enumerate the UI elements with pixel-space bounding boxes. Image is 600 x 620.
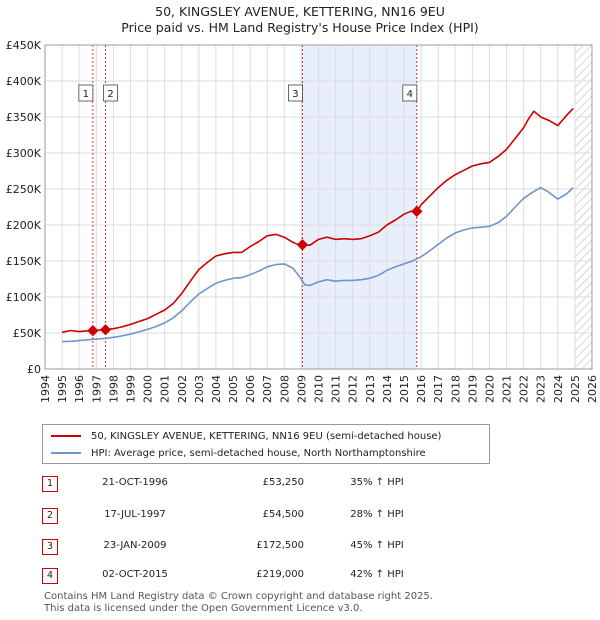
transaction-hpi: 28% ↑ HPI — [350, 509, 404, 520]
sale-label-box — [103, 84, 118, 102]
sale-label-box — [78, 84, 94, 102]
transaction-date: 02-OCT-2015 — [102, 569, 168, 580]
property-price-line — [61, 107, 574, 334]
x-tick-label: 1999 — [124, 375, 137, 403]
x-tick-label: 1994 — [39, 375, 52, 403]
x-tick-label: 2009 — [295, 375, 308, 403]
legend-label-hpi: HPI: Average price, semi-detached house,… — [91, 447, 426, 459]
x-tick-label: 1998 — [107, 375, 120, 403]
x-tick-label: 2016 — [415, 375, 428, 403]
x-tick-label: 2004 — [210, 375, 223, 403]
plot-frame — [44, 44, 593, 370]
x-tick-label: 2015 — [398, 375, 411, 403]
sale-point — [87, 325, 99, 337]
sale-label: 2 — [107, 89, 113, 100]
legend-swatch-hpi — [51, 452, 81, 454]
x-tick-label: 2008 — [278, 375, 291, 403]
transaction-date: 17-JUL-1997 — [104, 509, 166, 520]
x-tick-label: 2022 — [518, 375, 531, 403]
x-tick-label: 2011 — [330, 375, 343, 403]
transaction-badge: 1 — [42, 476, 58, 492]
transaction-price: £53,250 — [262, 477, 304, 488]
legend-label-property: 50, KINGSLEY AVENUE, KETTERING, NN16 9EU… — [91, 430, 442, 442]
legend-swatch-property — [51, 435, 81, 437]
x-tick-label: 2003 — [193, 375, 206, 403]
transaction-hpi: 35% ↑ HPI — [350, 477, 404, 488]
y-tick-label: £50K — [13, 327, 42, 340]
sale-label-box — [288, 84, 303, 102]
x-tick-label: 2017 — [432, 375, 445, 403]
transaction-price: £219,000 — [256, 569, 304, 580]
x-tick-label: 2010 — [313, 375, 326, 403]
transaction-badge: 3 — [42, 539, 58, 555]
x-tick-label: 2014 — [381, 375, 394, 403]
x-tick-label: 2024 — [552, 375, 565, 403]
x-tick-label: 1996 — [73, 375, 86, 403]
legend-item-hpi: HPI: Average price, semi-detached house,… — [51, 445, 426, 461]
x-tick-label: 2013 — [364, 375, 377, 403]
transaction-badge: 2 — [42, 508, 58, 524]
sale-label-box — [402, 84, 418, 102]
sale-label: 4 — [407, 89, 413, 100]
y-tick-label: £150K — [6, 255, 42, 268]
legend-item-property: 50, KINGSLEY AVENUE, KETTERING, NN16 9EU… — [51, 428, 441, 444]
x-tick-label: 2006 — [244, 375, 257, 403]
x-tick-label: 2026 — [586, 375, 599, 403]
transaction-badge: 4 — [42, 568, 58, 584]
x-tick-label: 2012 — [347, 375, 360, 403]
x-tick-label: 2007 — [261, 375, 274, 403]
x-tick-label: 1997 — [90, 375, 103, 403]
sale-label: 1 — [83, 89, 89, 100]
hatched-area — [574, 45, 592, 369]
sale-point — [411, 205, 423, 217]
sale-point — [99, 324, 112, 336]
transaction-row: 2 17-JUL-1997 £54,500 28% ↑ HPI — [42, 506, 462, 526]
transaction-hpi: 42% ↑ HPI — [350, 569, 404, 580]
x-tick-label: 2005 — [227, 375, 240, 403]
x-tick-label: 2019 — [466, 375, 479, 403]
y-tick-label: £350K — [6, 111, 42, 124]
y-tick-label: £400K — [6, 75, 42, 88]
chart-subtitle: Price paid vs. HM Land Registry's House … — [121, 20, 479, 35]
price-chart: £0 £50K £100K £150K £200K £250K £300K £350K £400… — [6, 39, 599, 403]
x-tick-label: 2018 — [449, 375, 462, 403]
transaction-price: £172,500 — [256, 540, 304, 551]
transaction-hpi: 45% ↑ HPI — [350, 540, 404, 551]
sale-point — [296, 239, 309, 251]
x-tick-label: 2025 — [569, 375, 582, 403]
x-tick-label: 1995 — [56, 375, 69, 403]
chart-title: 50, KINGSLEY AVENUE, KETTERING, NN16 9EU — [155, 4, 445, 19]
x-tick-label: 2023 — [535, 375, 548, 403]
legend: 50, KINGSLEY AVENUE, KETTERING, NN16 9EU… — [42, 424, 490, 464]
transaction-row: 4 02-OCT-2015 £219,000 42% ↑ HPI — [42, 566, 462, 586]
transaction-date: 21-OCT-1996 — [102, 477, 168, 488]
sale-label: 3 — [292, 89, 298, 100]
transaction-price: £54,500 — [262, 509, 304, 520]
footer-copyright: Contains HM Land Registry data © Crown c… — [44, 591, 433, 602]
y-tick-label: £450K — [6, 39, 42, 52]
footer-licence: This data is licensed under the Open Gov… — [44, 603, 363, 614]
y-tick-label: £250K — [6, 183, 42, 196]
x-tick-label: 2001 — [159, 375, 172, 403]
hpi-line — [62, 186, 574, 343]
transaction-row: 3 23-JAN-2009 £172,500 45% ↑ HPI — [42, 537, 462, 557]
transaction-row: 1 21-OCT-1996 £53,250 35% ↑ HPI — [42, 474, 462, 494]
shaded-span — [302, 45, 417, 369]
x-tick-label: 2000 — [142, 375, 155, 403]
transaction-date: 23-JAN-2009 — [103, 540, 167, 551]
x-tick-label: 2020 — [483, 375, 496, 403]
y-tick-label: £100K — [6, 291, 42, 304]
x-tick-label: 2021 — [501, 375, 514, 403]
y-tick-label: £300K — [6, 147, 42, 160]
y-tick-label: £200K — [6, 219, 42, 232]
x-tick-label: 2002 — [176, 375, 189, 403]
y-tick-label: £0 — [27, 363, 41, 376]
